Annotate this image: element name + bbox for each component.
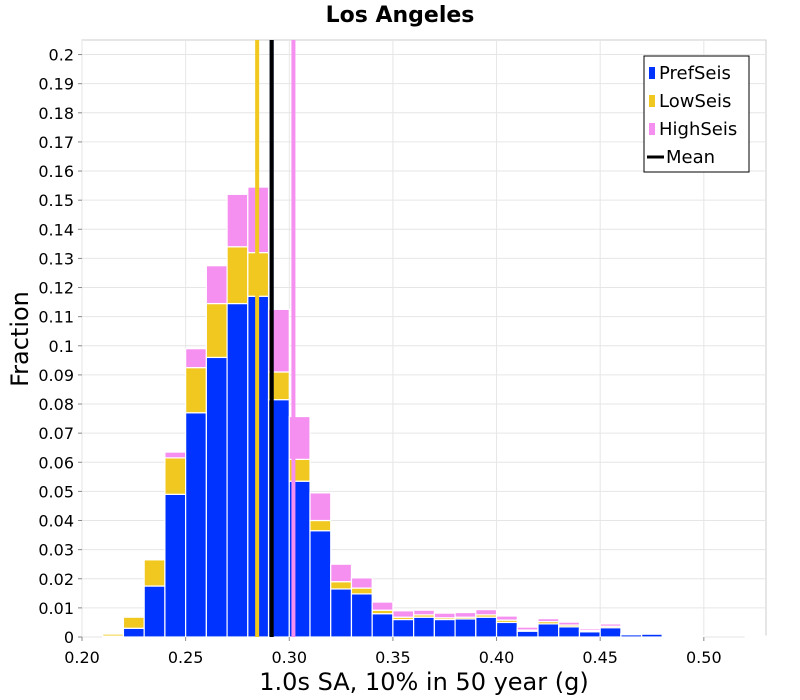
bar-prefseis bbox=[330, 588, 353, 638]
x-tick-label: 0.20 bbox=[64, 648, 100, 667]
y-axis-label: Fraction bbox=[6, 291, 34, 387]
vertical-lines bbox=[255, 40, 296, 637]
legend-box bbox=[643, 55, 750, 173]
chart-title: Los Angeles bbox=[326, 3, 475, 28]
bar-highseis bbox=[620, 632, 643, 635]
y-tick-label: 0.15 bbox=[38, 191, 74, 210]
bar-highseis bbox=[371, 601, 394, 611]
bar-prefseis bbox=[516, 630, 539, 638]
bar-highseis bbox=[413, 609, 435, 616]
bar-highseis bbox=[350, 577, 373, 589]
bar-highseis bbox=[392, 610, 415, 618]
y-tick-label: 0.03 bbox=[38, 541, 74, 560]
legend-swatch-prefseis bbox=[649, 67, 655, 79]
bar-prefseis bbox=[744, 635, 767, 638]
bar-highseis bbox=[475, 609, 498, 616]
x-tick-label: 0.40 bbox=[479, 648, 515, 667]
bar-highseis bbox=[433, 612, 456, 619]
bar-lowseis bbox=[122, 616, 145, 629]
y-tick-label: 0.04 bbox=[38, 512, 74, 531]
y-tick-label: 0.05 bbox=[38, 482, 74, 501]
bar-prefseis bbox=[537, 623, 560, 638]
bar-prefseis bbox=[454, 618, 477, 638]
bar-highseis bbox=[185, 348, 207, 369]
bar-lowseis bbox=[350, 587, 373, 595]
bar-highseis bbox=[454, 611, 477, 618]
y-tick-label: 0.13 bbox=[38, 249, 74, 268]
bar-prefseis bbox=[205, 356, 228, 638]
x-tick-label: 0.25 bbox=[168, 648, 204, 667]
bar-highseis bbox=[599, 623, 622, 627]
legend-label: LowSeis bbox=[659, 91, 731, 112]
bar-highseis bbox=[267, 308, 290, 373]
legend-label: HighSeis bbox=[659, 119, 737, 140]
bar-lowseis bbox=[226, 246, 249, 305]
bar-prefseis bbox=[495, 621, 518, 638]
bar-lowseis bbox=[185, 367, 207, 414]
y-tick-label: 0.02 bbox=[38, 570, 74, 589]
legend-label: PrefSeis bbox=[659, 63, 731, 84]
y-tick-label: 0.18 bbox=[38, 104, 74, 123]
legend-swatch-highseis bbox=[649, 123, 655, 135]
y-tick-label: 0.11 bbox=[38, 308, 74, 327]
y-tick-label: 0.09 bbox=[38, 366, 74, 385]
y-tick-label: 0.17 bbox=[38, 133, 74, 152]
y-tick-label: 0.08 bbox=[38, 395, 74, 414]
bar-prefseis bbox=[558, 626, 581, 638]
bar-lowseis bbox=[330, 581, 353, 590]
bar-lowseis bbox=[164, 457, 187, 495]
bar-prefseis bbox=[599, 627, 622, 638]
y-tick-label: 0.2 bbox=[49, 46, 74, 65]
y-tick-label: 0.1 bbox=[49, 337, 74, 356]
y-tick-label: 0.19 bbox=[38, 75, 74, 94]
bar-prefseis bbox=[164, 493, 187, 638]
legend: PrefSeis LowSeis HighSeis Mean bbox=[643, 55, 750, 173]
y-tick-label: 0.01 bbox=[38, 599, 74, 618]
x-axis: 0.20 0.25 0.30 0.35 0.40 0.45 0.50 bbox=[64, 637, 722, 667]
x-tick-label: 0.30 bbox=[271, 648, 307, 667]
bar-prefseis bbox=[433, 618, 456, 638]
bar-highseis bbox=[641, 632, 663, 635]
bar-prefseis bbox=[143, 585, 166, 638]
bar-lowseis bbox=[309, 519, 332, 532]
bar-prefseis bbox=[475, 616, 498, 638]
bar-prefseis bbox=[350, 593, 373, 638]
bar-prefseis bbox=[371, 613, 394, 638]
bars bbox=[102, 186, 767, 638]
bar-highseis bbox=[537, 618, 560, 623]
y-axis: 0 0.01 0.02 0.03 0.04 0.05 0.06 0.07 0.08 0.09 0.1… bbox=[38, 46, 82, 647]
bar-prefseis bbox=[226, 302, 249, 638]
y-tick-label: 0.16 bbox=[38, 162, 74, 181]
legend-label: Mean bbox=[666, 147, 715, 168]
bar-highseis bbox=[330, 563, 353, 583]
bar-prefseis bbox=[309, 530, 332, 638]
legend-swatch-lowseis bbox=[649, 95, 655, 107]
bar-highseis bbox=[495, 615, 518, 621]
y-tick-label: 0.12 bbox=[38, 279, 74, 298]
x-tick-label: 0.50 bbox=[686, 648, 722, 667]
bar-prefseis bbox=[122, 627, 145, 638]
bar-highseis bbox=[205, 265, 228, 305]
y-tick-label: 0.06 bbox=[38, 453, 74, 472]
bar-lowseis bbox=[205, 302, 228, 359]
x-axis-label: 1.0s SA, 10% in 50 year (g) bbox=[259, 668, 588, 696]
y-tick-label: 0.07 bbox=[38, 424, 74, 443]
bar-prefseis bbox=[413, 616, 435, 638]
bar-highseis bbox=[309, 492, 332, 522]
bar-lowseis bbox=[143, 559, 166, 587]
x-tick-label: 0.45 bbox=[582, 648, 618, 667]
bar-highseis bbox=[226, 193, 249, 248]
bar-lowseis bbox=[102, 633, 125, 637]
bar-prefseis bbox=[185, 412, 207, 638]
y-tick-label: 0.14 bbox=[38, 220, 74, 239]
bar-highseis bbox=[516, 626, 539, 631]
y-tick-label: 0 bbox=[64, 628, 74, 647]
bar-highseis bbox=[578, 628, 601, 632]
x-tick-label: 0.35 bbox=[375, 648, 411, 667]
bar-highseis bbox=[558, 621, 581, 626]
bar-highseis bbox=[164, 451, 187, 459]
bar-prefseis bbox=[392, 618, 415, 638]
bar-prefseis bbox=[578, 631, 601, 638]
